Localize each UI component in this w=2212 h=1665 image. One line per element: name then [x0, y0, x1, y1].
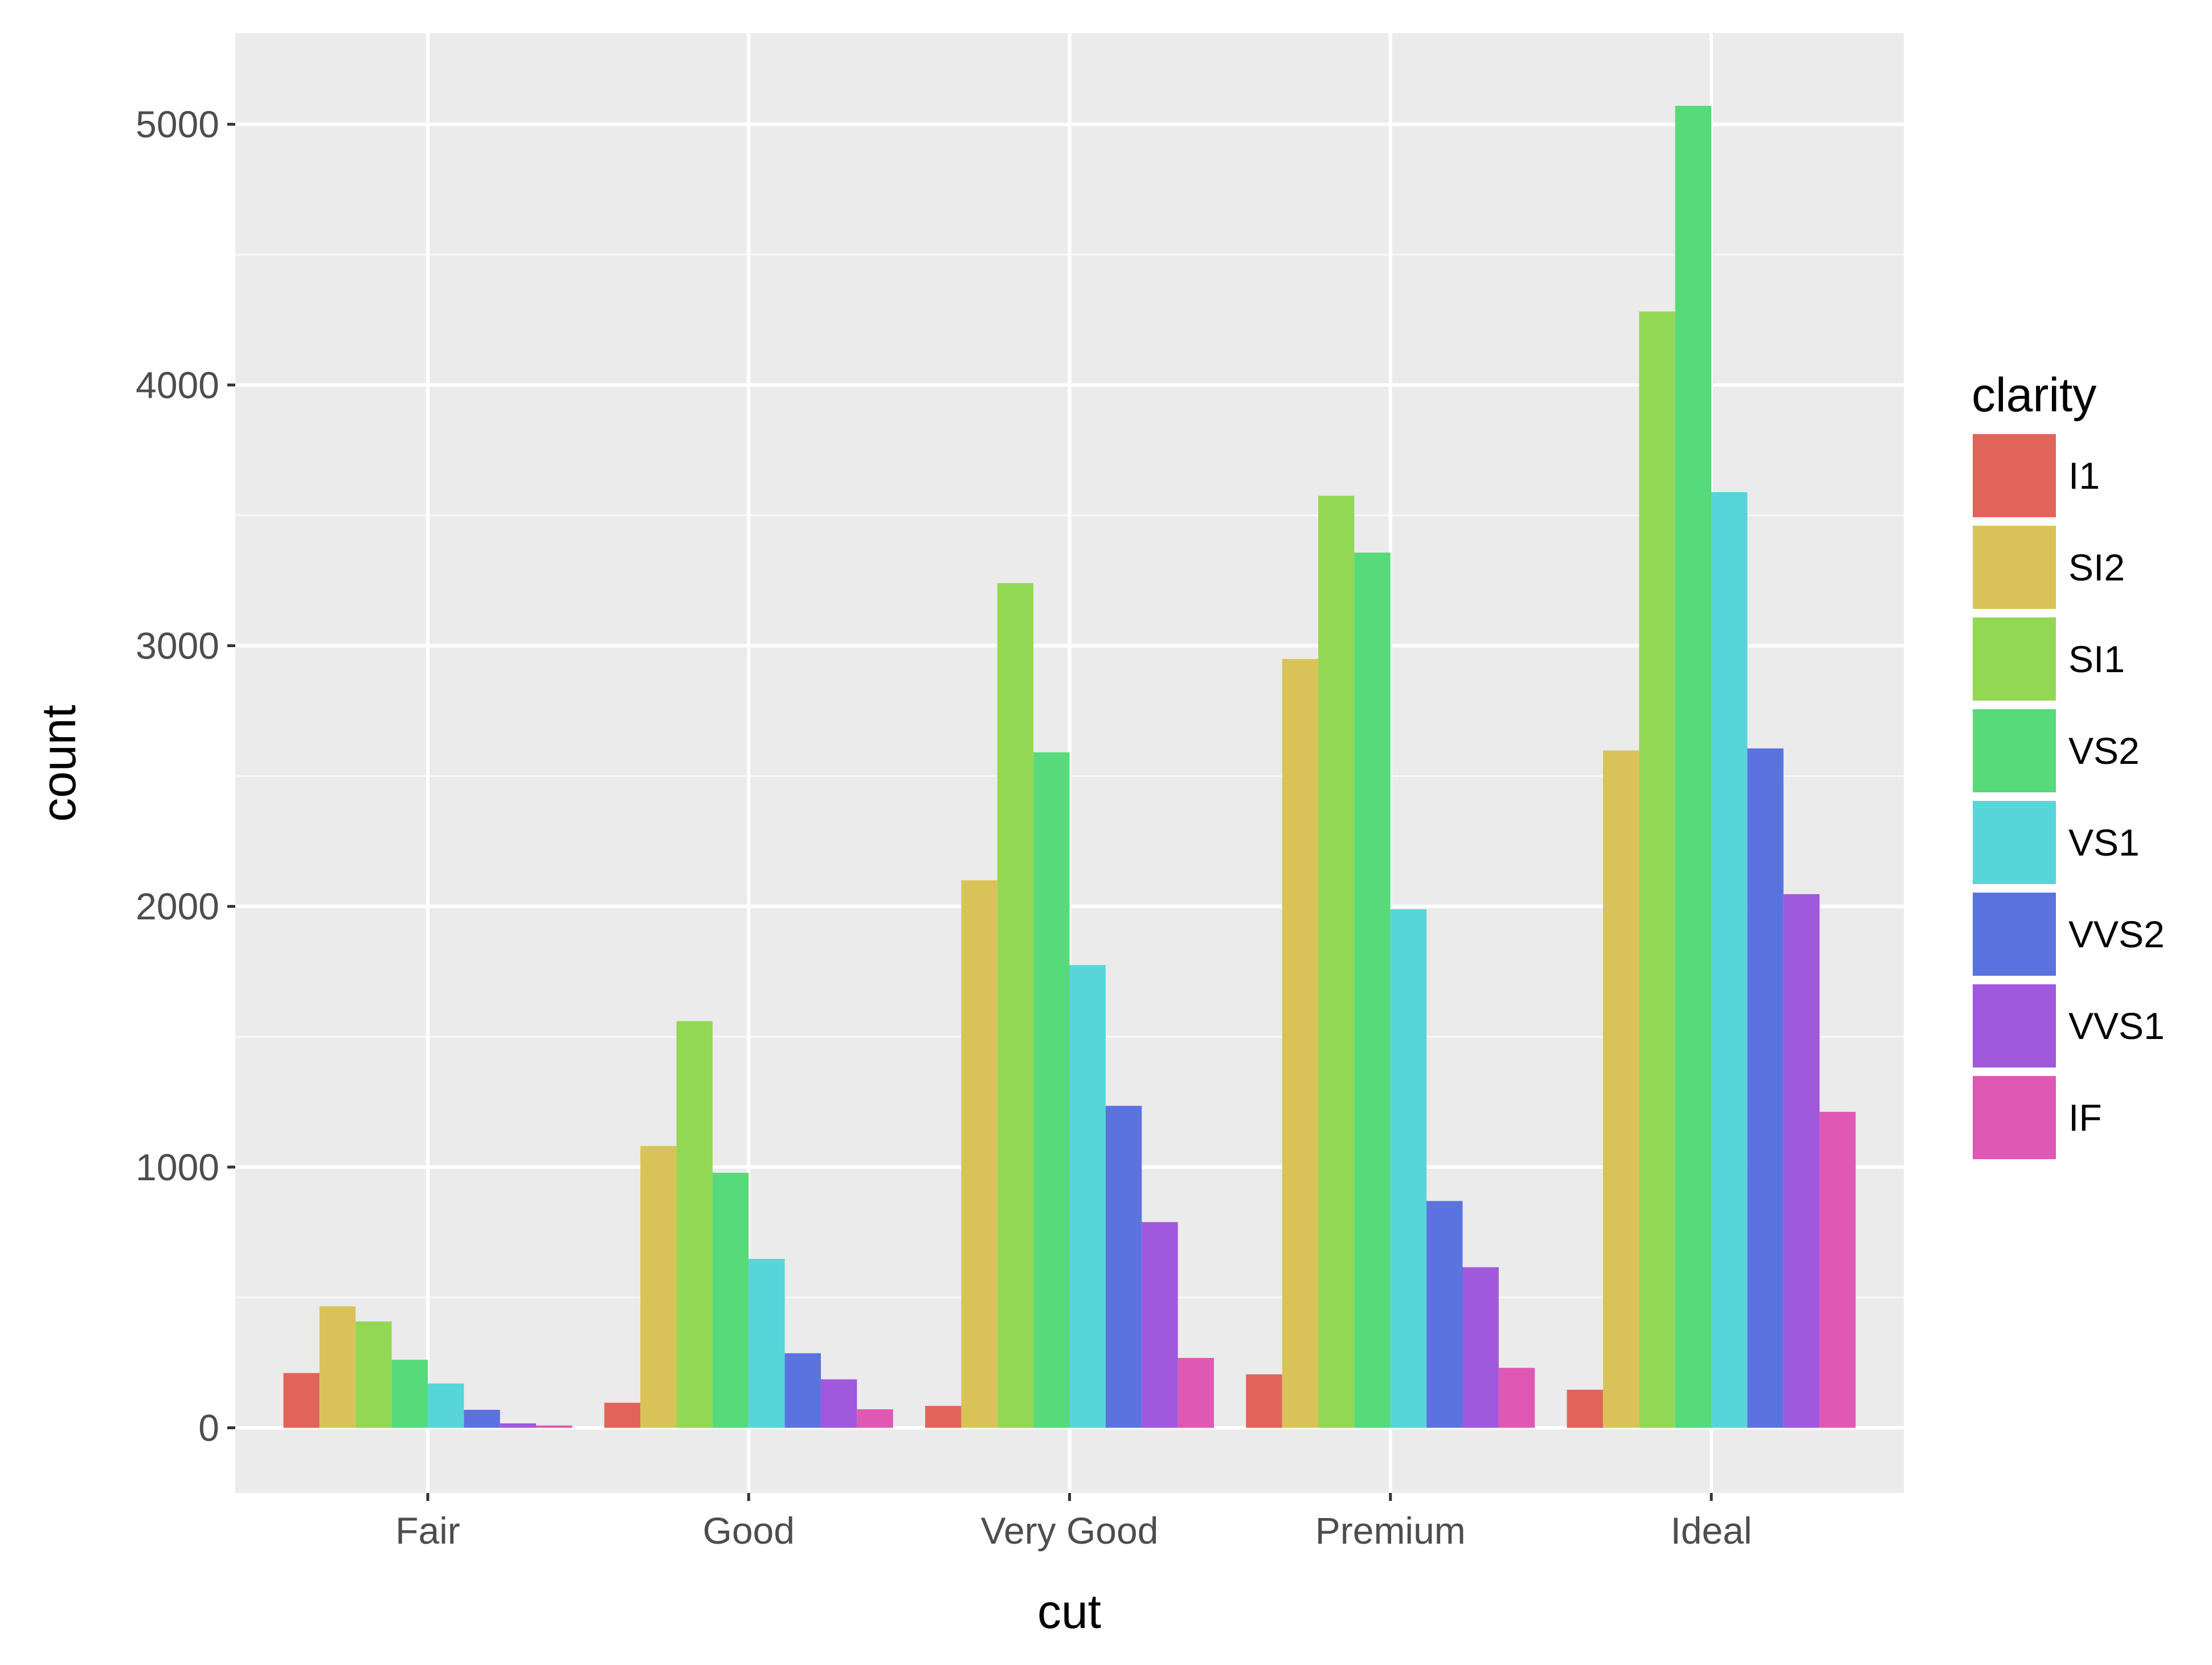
bar: [1105, 1106, 1142, 1428]
legend: clarity I1 SI2 SI1 VS2 VS1 VVS2 VVS1 IF: [1972, 368, 2165, 1159]
legend-title: clarity: [1972, 368, 2096, 422]
legend-items: I1 SI2 SI1 VS2 VS1 VVS2 VVS1 IF: [1973, 434, 2165, 1159]
bar: [712, 1172, 749, 1428]
bar: [1246, 1374, 1282, 1428]
bar: [1390, 909, 1427, 1428]
bar: [784, 1353, 821, 1428]
bar: [961, 880, 997, 1428]
legend-key: [1973, 801, 2056, 884]
legend-key: [1973, 984, 2056, 1067]
legend-label: VS2: [2068, 730, 2140, 772]
bar: [1318, 496, 1355, 1428]
legend-key: [1973, 617, 2056, 701]
legend-label: SI2: [2068, 546, 2125, 588]
y-tick-label: 1000: [136, 1146, 219, 1188]
legend-key: [1973, 526, 2056, 609]
x-tick-label: Ideal: [1670, 1509, 1752, 1552]
x-tick-label: Good: [702, 1509, 794, 1552]
y-axis: 0 1000 2000 3000 4000 5000: [136, 103, 235, 1449]
legend-key: [1973, 1076, 2056, 1159]
bar: [427, 1383, 464, 1428]
bar: [640, 1146, 677, 1428]
x-tick-label: Premium: [1315, 1509, 1466, 1552]
bar: [283, 1373, 320, 1428]
bar: [391, 1360, 428, 1428]
bar: [355, 1321, 392, 1428]
bar: [1675, 105, 1712, 1428]
legend-key: [1973, 709, 2056, 792]
legend-label: VVS2: [2068, 913, 2165, 955]
bar: [1462, 1267, 1499, 1428]
bar: [1820, 1111, 1856, 1428]
legend-label: VVS1: [2068, 1005, 2165, 1047]
x-axis-title: cut: [1037, 1585, 1101, 1638]
bar: [820, 1379, 857, 1428]
y-axis-title: count: [32, 705, 85, 822]
bar: [1142, 1222, 1178, 1428]
y-tick-label: 3000: [136, 625, 219, 667]
x-tick-label: Fair: [395, 1509, 460, 1552]
legend-label: VS1: [2068, 821, 2140, 864]
bar: [1354, 553, 1391, 1428]
bar: [857, 1409, 893, 1428]
bar: [1282, 658, 1319, 1428]
bar: [676, 1021, 713, 1428]
legend-key: [1973, 893, 2056, 976]
bar: [1639, 311, 1675, 1428]
bar: [1567, 1389, 1603, 1428]
bar: [997, 583, 1034, 1428]
bar: [1602, 750, 1639, 1428]
y-tick-label: 4000: [136, 364, 219, 406]
bar: [536, 1425, 573, 1428]
legend-label: IF: [2068, 1097, 2102, 1139]
bar: [464, 1410, 500, 1428]
x-axis: Fair Good Very Good Premium Ideal: [395, 1493, 1752, 1552]
legend-label: I1: [2068, 455, 2100, 497]
y-tick-label: 2000: [136, 885, 219, 927]
bar: [319, 1306, 356, 1428]
bar: [925, 1406, 962, 1428]
bar: [1498, 1368, 1535, 1428]
bar: [604, 1402, 641, 1428]
bar: [1747, 748, 1784, 1428]
y-tick-label: 5000: [136, 103, 219, 145]
bar: [1033, 752, 1070, 1428]
bar: [1783, 894, 1820, 1428]
legend-label: SI1: [2068, 638, 2125, 680]
bar: [1177, 1357, 1214, 1428]
y-tick-label: 0: [198, 1407, 219, 1449]
bar: [1711, 492, 1748, 1428]
bar: [500, 1423, 537, 1428]
bars: [283, 105, 1856, 1428]
bar: [749, 1259, 785, 1428]
bar: [1069, 965, 1106, 1428]
x-tick-label: Very Good: [981, 1509, 1159, 1552]
legend-key: [1973, 434, 2056, 517]
bar: [1426, 1201, 1463, 1428]
